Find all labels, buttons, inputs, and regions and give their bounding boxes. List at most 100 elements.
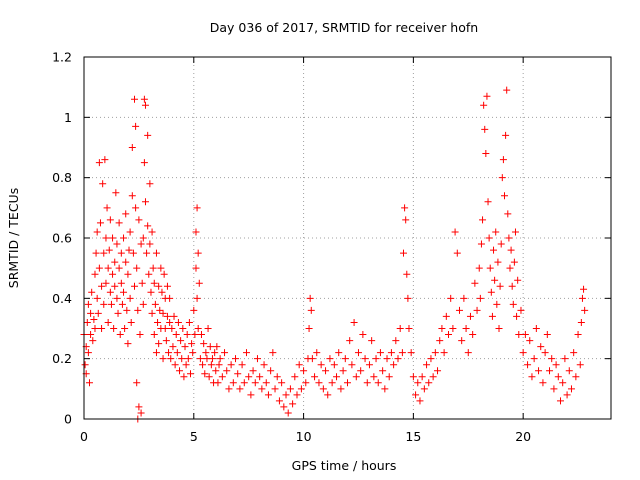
data-point bbox=[506, 264, 514, 272]
data-point bbox=[109, 234, 117, 242]
data-point bbox=[143, 249, 151, 257]
data-point bbox=[258, 385, 266, 393]
data-point bbox=[121, 325, 129, 332]
data-point bbox=[251, 379, 259, 387]
data-point bbox=[300, 367, 308, 375]
y-tick-label: 0.8 bbox=[52, 170, 72, 185]
data-point bbox=[132, 122, 140, 130]
data-point bbox=[486, 264, 494, 272]
data-point bbox=[88, 288, 96, 296]
data-point bbox=[100, 300, 108, 308]
data-point bbox=[113, 294, 121, 302]
data-point bbox=[581, 306, 589, 314]
data-point bbox=[519, 349, 527, 357]
data-point bbox=[83, 318, 91, 326]
data-point bbox=[548, 355, 556, 363]
data-point bbox=[260, 361, 268, 369]
data-point bbox=[206, 343, 214, 351]
data-point bbox=[115, 264, 123, 272]
data-point bbox=[365, 361, 373, 369]
data-point bbox=[269, 349, 277, 357]
data-point bbox=[476, 294, 484, 302]
data-point bbox=[117, 249, 125, 257]
data-point bbox=[530, 355, 538, 363]
data-point bbox=[499, 156, 507, 164]
data-point bbox=[208, 355, 216, 363]
data-point bbox=[390, 361, 398, 369]
data-point bbox=[293, 391, 301, 399]
data-point bbox=[291, 373, 299, 381]
data-point bbox=[128, 144, 136, 151]
x-tick-label: 10 bbox=[296, 429, 312, 444]
data-point bbox=[286, 385, 294, 393]
ticks-layer: 0 0.2 0.4 0.6 0.8 1 1.2 0 5 10 15 20 bbox=[52, 50, 611, 444]
chart-title: Day 036 of 2017, SRMTID for receiver hof… bbox=[210, 20, 478, 35]
data-point bbox=[87, 331, 95, 339]
data-point bbox=[191, 331, 199, 339]
data-point bbox=[414, 379, 422, 387]
data-point bbox=[84, 300, 92, 308]
data-point bbox=[333, 373, 341, 381]
data-point bbox=[510, 258, 518, 266]
data-point bbox=[180, 373, 188, 381]
data-point bbox=[464, 349, 472, 357]
data-point bbox=[106, 216, 114, 224]
data-point bbox=[352, 373, 360, 381]
data-point bbox=[264, 391, 272, 399]
data-point bbox=[140, 95, 148, 103]
data-point bbox=[122, 258, 130, 266]
data-point bbox=[370, 373, 378, 381]
data-point bbox=[190, 306, 198, 314]
data-point bbox=[524, 361, 532, 369]
data-point bbox=[124, 340, 132, 348]
data-point bbox=[418, 373, 426, 381]
data-point bbox=[167, 355, 175, 363]
data-point bbox=[253, 355, 261, 363]
data-point bbox=[194, 325, 202, 332]
data-point bbox=[402, 216, 410, 224]
data-point bbox=[184, 355, 192, 363]
data-point bbox=[166, 318, 174, 326]
data-point bbox=[128, 192, 136, 200]
data-point bbox=[81, 361, 89, 369]
data-point bbox=[302, 379, 310, 387]
data-point bbox=[271, 385, 279, 393]
data-point bbox=[574, 331, 582, 339]
data-point bbox=[306, 294, 314, 302]
y-tick-label: 0.4 bbox=[52, 291, 72, 306]
data-point bbox=[141, 101, 149, 109]
data-point bbox=[193, 204, 201, 212]
data-point bbox=[131, 95, 139, 103]
data-point bbox=[144, 131, 152, 139]
data-point bbox=[483, 92, 491, 100]
data-point bbox=[115, 219, 123, 227]
data-point bbox=[152, 249, 160, 257]
data-point bbox=[324, 391, 332, 399]
data-point bbox=[307, 306, 315, 314]
data-point bbox=[256, 373, 264, 381]
data-point bbox=[368, 337, 376, 345]
data-point bbox=[289, 400, 297, 408]
data-point bbox=[469, 331, 477, 339]
data-point bbox=[445, 331, 453, 339]
data-point bbox=[313, 349, 321, 357]
data-point bbox=[192, 228, 200, 236]
grid-layer bbox=[84, 57, 611, 419]
data-point bbox=[118, 300, 126, 308]
data-point bbox=[348, 361, 356, 369]
data-point bbox=[93, 228, 101, 236]
data-point bbox=[578, 294, 586, 302]
data-point bbox=[141, 198, 149, 206]
data-point bbox=[449, 325, 457, 332]
data-point bbox=[561, 355, 569, 363]
data-point bbox=[330, 361, 338, 369]
data-point bbox=[514, 276, 522, 284]
data-point bbox=[155, 340, 163, 348]
data-point bbox=[539, 379, 547, 387]
data-point bbox=[127, 318, 135, 326]
data-point bbox=[194, 249, 202, 257]
data-point bbox=[284, 409, 292, 417]
data-point bbox=[92, 249, 100, 257]
data-point bbox=[113, 240, 121, 248]
data-point bbox=[337, 385, 345, 393]
